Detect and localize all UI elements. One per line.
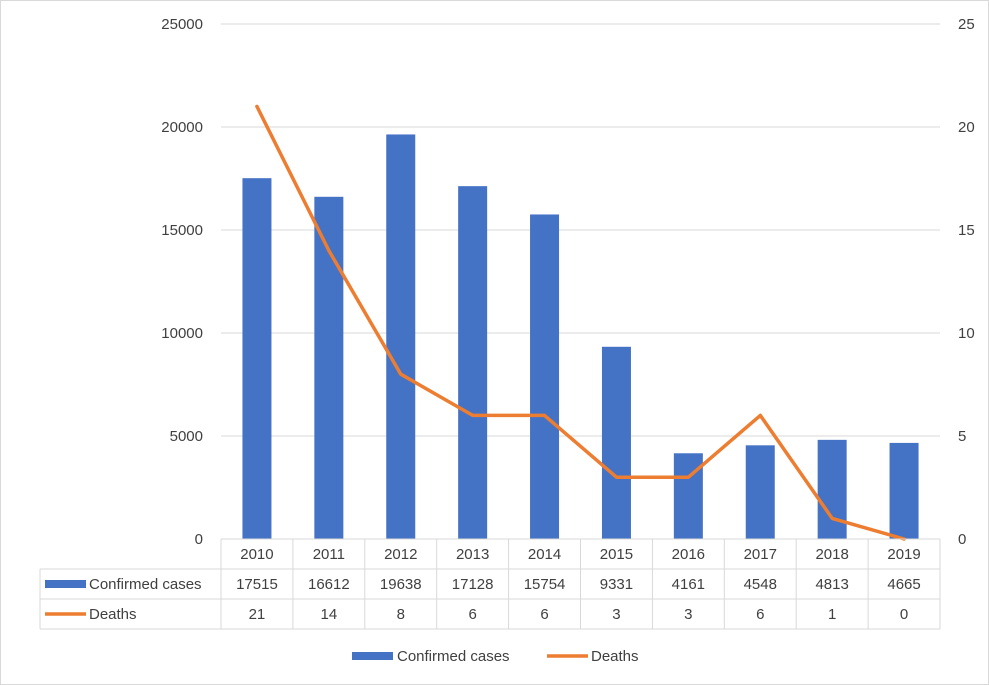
bar [458, 186, 488, 539]
bar [889, 442, 919, 539]
y-left-tick-label: 25000 [161, 16, 203, 33]
y-left-tick-label: 20000 [161, 119, 203, 136]
y-left-tick-label: 10000 [161, 325, 203, 342]
table-cell: 17128 [452, 576, 494, 593]
table-cell: 0 [900, 606, 908, 623]
y-right-tick-label: 20 [958, 119, 975, 136]
legend-swatch-bar [352, 652, 393, 660]
table-cell: 17515 [236, 576, 278, 593]
y-left-tick-label: 0 [195, 531, 203, 548]
x-tick-label: 2016 [672, 546, 705, 563]
x-tick-label: 2013 [456, 546, 489, 563]
y-right-tick-label: 15 [958, 222, 975, 239]
table-cell: 14 [321, 606, 338, 623]
bar [530, 214, 560, 540]
x-tick-label: 2017 [744, 546, 777, 563]
table-cell: 15754 [524, 576, 566, 593]
table-cell: 8 [397, 606, 405, 623]
table-cell: 4161 [672, 576, 705, 593]
table-cell: 6 [540, 606, 548, 623]
x-tick-label: 2010 [240, 546, 273, 563]
x-tick-label: 2018 [815, 546, 848, 563]
legend-label: Deaths [591, 648, 639, 665]
table-cell: 6 [756, 606, 764, 623]
deaths-line [255, 104, 906, 541]
table-cell: 3 [612, 606, 620, 623]
table-cell: 4813 [815, 576, 848, 593]
table-key-bar [45, 580, 86, 588]
table-cell: 21 [249, 606, 266, 623]
table-series-label: Confirmed cases [89, 576, 202, 593]
legend-label: Confirmed cases [397, 648, 510, 665]
y-left-tick-label: 5000 [170, 428, 203, 445]
bar [386, 134, 416, 539]
bar [673, 453, 703, 539]
table-cell: 3 [684, 606, 692, 623]
y-left-tick-label: 15000 [161, 222, 203, 239]
table-series-label: Deaths [89, 606, 137, 623]
y-right-tick-label: 0 [958, 531, 966, 548]
bar [817, 439, 847, 539]
x-tick-label: 2019 [887, 546, 920, 563]
x-tick-label: 2011 [313, 546, 345, 563]
table-cell: 4665 [887, 576, 920, 593]
table-cell: 6 [468, 606, 476, 623]
bar [745, 445, 775, 539]
table-cell: 1 [828, 606, 836, 623]
bar [242, 178, 272, 540]
y-right-tick-label: 5 [958, 428, 966, 445]
table-cell: 9331 [600, 576, 633, 593]
table-cell: 19638 [380, 576, 422, 593]
table-cell: 16612 [308, 576, 350, 593]
x-tick-label: 2015 [600, 546, 633, 563]
bar [601, 346, 631, 539]
table-cell: 4548 [744, 576, 777, 593]
x-tick-label: 2014 [528, 546, 561, 563]
x-tick-label: 2012 [384, 546, 417, 563]
y-right-tick-label: 10 [958, 325, 975, 342]
y-right-tick-label: 25 [958, 16, 975, 33]
